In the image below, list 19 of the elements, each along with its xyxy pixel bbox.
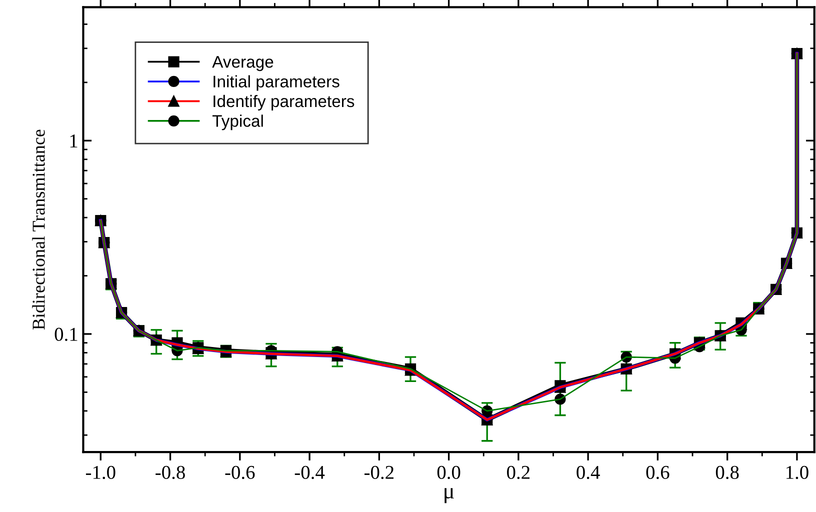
x-tick-label: -1.0 bbox=[86, 466, 116, 480]
legend-label: Initial parameters bbox=[214, 75, 340, 91]
y-tick-label: 1 bbox=[70, 134, 78, 148]
x-tick-label: -0.8 bbox=[156, 466, 185, 480]
legend-label: Typical bbox=[212, 114, 263, 130]
x-tick-label: -0.6 bbox=[225, 466, 255, 480]
x-tick-label: 0.4 bbox=[576, 466, 600, 480]
x-axis-title: μ bbox=[444, 488, 454, 504]
y-axis-title: Bidirectional Transmittance bbox=[32, 130, 45, 330]
x-tick-label: 0.0 bbox=[437, 466, 460, 480]
y-tick-label: 0.1 bbox=[54, 328, 78, 342]
x-tick-label: -0.4 bbox=[294, 466, 325, 480]
legend-label: Identify parameters bbox=[214, 94, 354, 110]
x-tick-label: 0.6 bbox=[646, 466, 670, 480]
x-tick-label: 0.8 bbox=[716, 466, 739, 480]
x-tick-label: -0.2 bbox=[364, 466, 394, 480]
x-tick-label: 1.0 bbox=[786, 466, 808, 480]
x-tick-label: 0.2 bbox=[507, 466, 530, 480]
legend-label: Average bbox=[212, 56, 274, 72]
